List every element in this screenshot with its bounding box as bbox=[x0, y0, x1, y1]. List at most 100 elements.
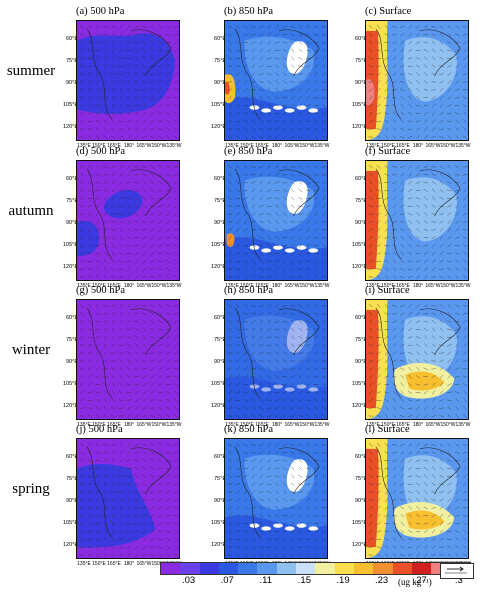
lon-tick-label: 165°W bbox=[425, 422, 441, 428]
coastline bbox=[419, 169, 461, 217]
lat-tick-label: 120°E bbox=[210, 403, 226, 409]
map-field bbox=[365, 160, 469, 281]
coastline bbox=[278, 169, 320, 217]
lat-tick-label: 105°E bbox=[210, 520, 226, 526]
cloud-patch bbox=[273, 384, 283, 389]
lon-tick-label: 150°W bbox=[299, 283, 315, 289]
map-panel: (k) 850 hPa60°E75°E90°E105°E120°E135°E15… bbox=[210, 424, 330, 567]
reference-vector-arrow-icon bbox=[445, 566, 467, 574]
lat-tick-label: 90°E bbox=[66, 80, 78, 86]
lat-tick-label: 60°E bbox=[66, 315, 78, 321]
map-field bbox=[76, 438, 180, 559]
panel-title: (c) Surface bbox=[365, 6, 412, 17]
lon-tick-label: 150°E bbox=[381, 143, 395, 149]
lat-tick-label: 75°E bbox=[355, 198, 367, 204]
cloud-patch bbox=[284, 248, 295, 253]
lon-tick-label: 150°W bbox=[299, 422, 315, 428]
lat-tick-label: 120°E bbox=[351, 264, 367, 270]
lon-tick-label: 150°W bbox=[440, 283, 456, 289]
lon-tick-label: 180° bbox=[123, 561, 135, 567]
lon-tick-label: 180° bbox=[412, 143, 424, 149]
lat-tick-label: 75°E bbox=[355, 337, 367, 343]
colorbar-swatch bbox=[257, 563, 277, 574]
lon-tick-label: 165°E bbox=[396, 422, 410, 428]
colorbar-swatch bbox=[238, 563, 258, 574]
lon-tick-label: 150°E bbox=[381, 422, 395, 428]
lon-tick-label: 135°E bbox=[77, 283, 91, 289]
lat-tick-label: 90°E bbox=[355, 359, 367, 365]
coastline bbox=[278, 308, 320, 356]
lon-tick-label: 165°E bbox=[396, 143, 410, 149]
coastline bbox=[375, 28, 402, 120]
map-panel: (j) 500 hPa 60°E 75°E 90°E 105°E 120°E 135°E 15… bbox=[62, 424, 182, 567]
map-field bbox=[365, 20, 469, 141]
lat-tick-label: 120°E bbox=[62, 124, 78, 130]
cloud-patch bbox=[261, 248, 272, 253]
lon-tick-label: 150°W bbox=[299, 143, 315, 149]
lon-tick-label: 165°W bbox=[284, 143, 300, 149]
lon-tick-label: 165°E bbox=[255, 422, 269, 428]
lat-tick-label: 120°E bbox=[210, 264, 226, 270]
lat-tick-label: 90°E bbox=[214, 220, 226, 226]
wind-vectors bbox=[227, 164, 327, 280]
wind-vectors bbox=[368, 303, 468, 419]
lon-tick-label: 150°E bbox=[92, 143, 106, 149]
lat-tick-label: 75°E bbox=[214, 476, 226, 482]
wind-vectors bbox=[79, 442, 179, 558]
lon-tick-label: 165°E bbox=[107, 561, 121, 567]
colorbar-label: .11 bbox=[259, 575, 273, 586]
lon-tick-label: 165°W bbox=[425, 283, 441, 289]
high-concentration-region bbox=[104, 189, 143, 219]
wind-vectors bbox=[368, 442, 468, 558]
coastal-peak-region bbox=[366, 309, 379, 409]
colorbar-swatch bbox=[392, 563, 412, 574]
map-field bbox=[224, 299, 328, 420]
coastline bbox=[130, 169, 172, 217]
lon-tick-label: 135°W bbox=[455, 283, 471, 289]
lat-tick-label: 120°E bbox=[62, 264, 78, 270]
lon-tick-label: 165°W bbox=[136, 561, 152, 567]
lat-tick-label: 60°E bbox=[214, 315, 226, 321]
lon-tick-label: 150°W bbox=[151, 422, 167, 428]
lon-tick-label: 150°E bbox=[92, 422, 106, 428]
lon-tick-label: 150°W bbox=[440, 143, 456, 149]
ocean-mid-region bbox=[403, 177, 457, 242]
colorbar-label: .19 bbox=[336, 575, 350, 586]
lat-tick-label: 105°E bbox=[210, 381, 226, 387]
cloud-patch bbox=[249, 523, 260, 528]
lat-tick-label: 90°E bbox=[214, 359, 226, 365]
lon-tick-label: 135°W bbox=[314, 143, 330, 149]
colorbar-label: .15 bbox=[297, 575, 311, 586]
season-label-summer: summer bbox=[6, 63, 56, 79]
lat-tick-label: 90°E bbox=[66, 220, 78, 226]
lon-tick-label: 180° bbox=[123, 283, 135, 289]
lat-tick-label: 120°E bbox=[62, 403, 78, 409]
lat-tick-label: 105°E bbox=[351, 242, 367, 248]
wind-vectors bbox=[368, 164, 468, 280]
lon-tick-label: 180° bbox=[123, 422, 135, 428]
lat-tick-label: 90°E bbox=[355, 498, 367, 504]
coastline bbox=[375, 168, 402, 260]
colorbar-swatch bbox=[180, 563, 200, 574]
lon-tick-label: 150°E bbox=[92, 283, 106, 289]
map-field bbox=[224, 438, 328, 559]
lon-tick-label: 135°E bbox=[225, 422, 239, 428]
cloud-patch bbox=[249, 105, 260, 110]
lat-tick-label: 60°E bbox=[214, 36, 226, 42]
coastline bbox=[234, 307, 261, 399]
lon-tick-label: 165°E bbox=[107, 422, 121, 428]
lon-tick-label: 150°E bbox=[240, 143, 254, 149]
lon-tick-label: 165°W bbox=[284, 283, 300, 289]
hotspot-region bbox=[226, 233, 235, 248]
panel-title: (l) Surface bbox=[365, 424, 410, 435]
lon-tick-label: 135°W bbox=[455, 143, 471, 149]
lon-tick-label: 150°E bbox=[240, 422, 254, 428]
lon-tick-label: 165°W bbox=[136, 143, 152, 149]
colorbar-swatch bbox=[411, 563, 432, 574]
coastline bbox=[86, 168, 113, 260]
lat-tick-label: 105°E bbox=[210, 242, 226, 248]
ocean-mid-region bbox=[403, 37, 457, 102]
cloud-patch bbox=[308, 248, 319, 253]
